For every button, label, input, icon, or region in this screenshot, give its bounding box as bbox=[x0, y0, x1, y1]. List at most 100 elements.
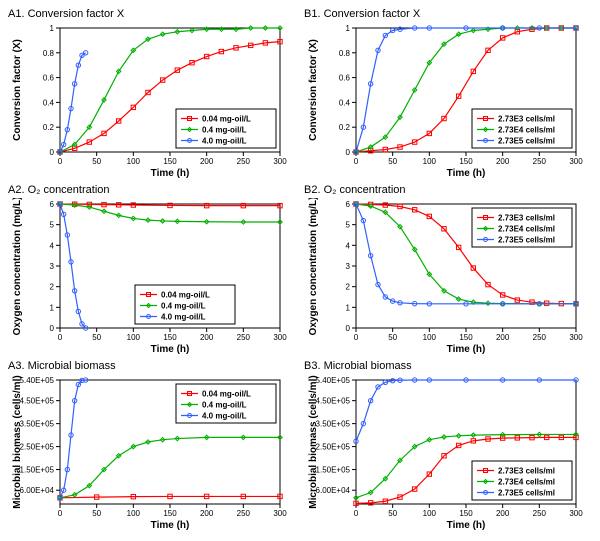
svg-text:Microbial biomass (cells/ml): Microbial biomass (cells/ml) bbox=[308, 375, 319, 508]
svg-text:5: 5 bbox=[50, 221, 55, 230]
svg-text:4.50E+05: 4.50E+05 bbox=[20, 397, 55, 406]
svg-text:0.04 mg-oil/L: 0.04 mg-oil/L bbox=[202, 115, 251, 124]
svg-text:2.73E4 cells/ml: 2.73E4 cells/ml bbox=[498, 126, 555, 135]
svg-text:200: 200 bbox=[496, 509, 510, 518]
svg-text:0: 0 bbox=[58, 333, 63, 342]
panel-A2: A2. O₂ concentration 0501001502002503000… bbox=[8, 184, 296, 356]
chart-A3: 0501001502002503006.00E+041.50E+052.50E+… bbox=[8, 374, 288, 532]
svg-text:Conversion factor (X): Conversion factor (X) bbox=[308, 39, 319, 141]
svg-text:200: 200 bbox=[496, 157, 510, 166]
chart-A2: 0501001502002503000123456Time (h)Oxygen … bbox=[8, 198, 288, 356]
svg-text:Time (h): Time (h) bbox=[447, 168, 486, 179]
svg-text:0.8: 0.8 bbox=[43, 49, 55, 58]
svg-text:150: 150 bbox=[459, 333, 473, 342]
svg-text:4.0 mg-oil/L: 4.0 mg-oil/L bbox=[202, 137, 247, 146]
svg-text:150: 150 bbox=[163, 333, 177, 342]
svg-text:1: 1 bbox=[346, 303, 351, 312]
svg-text:250: 250 bbox=[533, 333, 547, 342]
title-B2: B2. O₂ concentration bbox=[304, 184, 592, 196]
svg-text:2.73E5 cells/ml: 2.73E5 cells/ml bbox=[498, 137, 555, 146]
svg-text:4.50E+05: 4.50E+05 bbox=[316, 397, 351, 406]
svg-text:50: 50 bbox=[92, 157, 101, 166]
svg-text:5: 5 bbox=[346, 221, 351, 230]
svg-text:300: 300 bbox=[569, 509, 583, 518]
svg-text:0.04 mg-oil/L: 0.04 mg-oil/L bbox=[202, 390, 251, 399]
svg-text:Time (h): Time (h) bbox=[151, 344, 190, 355]
title-A1: A1. Conversion factor X bbox=[8, 8, 296, 20]
svg-text:250: 250 bbox=[237, 157, 251, 166]
svg-text:100: 100 bbox=[423, 509, 437, 518]
svg-text:3: 3 bbox=[346, 262, 351, 271]
panel-B1: B1. Conversion factor X 0501001502002503… bbox=[304, 8, 592, 180]
svg-text:300: 300 bbox=[273, 157, 287, 166]
svg-text:0: 0 bbox=[346, 324, 351, 333]
svg-text:2: 2 bbox=[50, 283, 55, 292]
svg-text:300: 300 bbox=[569, 333, 583, 342]
svg-text:Time (h): Time (h) bbox=[447, 520, 486, 531]
svg-text:0.2: 0.2 bbox=[43, 123, 55, 132]
svg-text:100: 100 bbox=[423, 333, 437, 342]
panel-A1: A1. Conversion factor X 0501001502002503… bbox=[8, 8, 296, 180]
svg-text:0.6: 0.6 bbox=[339, 74, 351, 83]
svg-text:2.73E3 cells/ml: 2.73E3 cells/ml bbox=[498, 214, 555, 223]
svg-text:4.0 mg-oil/L: 4.0 mg-oil/L bbox=[202, 412, 247, 421]
panel-A3: A3. Microbial biomass 050100150200250300… bbox=[8, 360, 296, 532]
svg-text:50: 50 bbox=[92, 509, 101, 518]
svg-text:Time (h): Time (h) bbox=[447, 344, 486, 355]
title-B3: B3. Microbial biomass bbox=[304, 360, 592, 372]
chart-B3: 0501001502002503006.00E+041.50E+052.50E+… bbox=[304, 374, 584, 532]
chart-B1: 05010015020025030000.20.40.60.81Time (h)… bbox=[304, 22, 584, 180]
title-A3: A3. Microbial biomass bbox=[8, 360, 296, 372]
svg-text:Microbial biomass (cells/ml): Microbial biomass (cells/ml) bbox=[12, 375, 23, 508]
panel-B2: B2. O₂ concentration 0501001502002503000… bbox=[304, 184, 592, 356]
svg-text:250: 250 bbox=[533, 157, 547, 166]
svg-text:200: 200 bbox=[496, 333, 510, 342]
svg-text:200: 200 bbox=[200, 157, 214, 166]
svg-text:1: 1 bbox=[50, 303, 55, 312]
svg-text:4: 4 bbox=[50, 241, 55, 250]
svg-text:4.0 mg-oil/L: 4.0 mg-oil/L bbox=[161, 313, 206, 322]
svg-text:6.00E+04: 6.00E+04 bbox=[20, 486, 55, 495]
svg-text:6: 6 bbox=[346, 200, 351, 209]
chart-A1: 05010015020025030000.20.40.60.81Time (h)… bbox=[8, 22, 288, 180]
svg-text:Time (h): Time (h) bbox=[151, 520, 190, 531]
svg-text:4: 4 bbox=[346, 241, 351, 250]
svg-text:Oxygen concentration (mg/L): Oxygen concentration (mg/L) bbox=[12, 198, 23, 335]
svg-text:Conversion factor (X): Conversion factor (X) bbox=[12, 39, 23, 141]
svg-text:50: 50 bbox=[388, 509, 397, 518]
svg-text:2.73E5 cells/ml: 2.73E5 cells/ml bbox=[498, 489, 555, 498]
svg-text:3.50E+05: 3.50E+05 bbox=[20, 420, 55, 429]
svg-text:6: 6 bbox=[50, 200, 55, 209]
svg-text:1.50E+05: 1.50E+05 bbox=[316, 466, 351, 475]
svg-text:150: 150 bbox=[459, 157, 473, 166]
svg-text:50: 50 bbox=[388, 333, 397, 342]
svg-text:0.4: 0.4 bbox=[339, 98, 351, 107]
svg-text:150: 150 bbox=[163, 157, 177, 166]
svg-text:0.04 mg-oil/L: 0.04 mg-oil/L bbox=[161, 291, 210, 300]
svg-text:0: 0 bbox=[354, 509, 359, 518]
svg-text:100: 100 bbox=[423, 157, 437, 166]
svg-text:150: 150 bbox=[163, 509, 177, 518]
svg-text:2.50E+05: 2.50E+05 bbox=[316, 443, 351, 452]
svg-text:5.40E+05: 5.40E+05 bbox=[20, 376, 55, 385]
svg-text:200: 200 bbox=[200, 509, 214, 518]
svg-text:0.4 mg-oil/L: 0.4 mg-oil/L bbox=[202, 126, 247, 135]
chart-B2: 0501001502002503000123456Time (h)Oxygen … bbox=[304, 198, 584, 356]
svg-text:0.4: 0.4 bbox=[43, 98, 55, 107]
svg-text:0: 0 bbox=[58, 157, 63, 166]
svg-text:2: 2 bbox=[346, 283, 351, 292]
svg-text:100: 100 bbox=[127, 509, 141, 518]
chart-grid: A1. Conversion factor X 0501001502002503… bbox=[8, 8, 592, 532]
svg-text:0: 0 bbox=[346, 148, 351, 157]
svg-text:1: 1 bbox=[50, 24, 55, 33]
svg-text:0: 0 bbox=[354, 157, 359, 166]
title-B1: B1. Conversion factor X bbox=[304, 8, 592, 20]
svg-text:Oxygen concentration (mg/L): Oxygen concentration (mg/L) bbox=[308, 198, 319, 335]
svg-text:50: 50 bbox=[92, 333, 101, 342]
svg-text:2.50E+05: 2.50E+05 bbox=[20, 443, 55, 452]
svg-text:100: 100 bbox=[127, 333, 141, 342]
panel-B3: B3. Microbial biomass 050100150200250300… bbox=[304, 360, 592, 532]
svg-text:5.40E+05: 5.40E+05 bbox=[316, 376, 351, 385]
svg-text:1.50E+05: 1.50E+05 bbox=[20, 466, 55, 475]
svg-text:0.6: 0.6 bbox=[43, 74, 55, 83]
